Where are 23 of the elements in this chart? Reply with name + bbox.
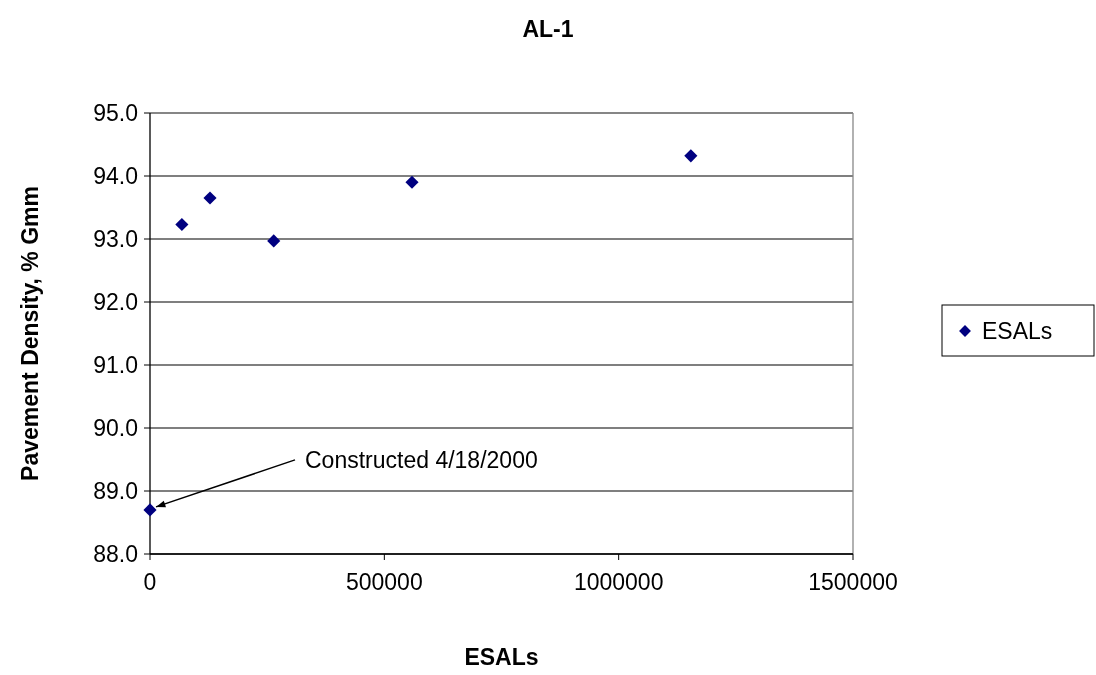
x-tick-label: 1500000 — [808, 569, 898, 595]
legend-label: ESALs — [982, 318, 1053, 345]
point — [203, 191, 217, 205]
x-tick-label: 500000 — [345, 569, 423, 595]
y-axis-title: Pavement Density, % Gmm — [17, 186, 43, 481]
x-axis-title: ESALs — [464, 644, 539, 670]
point — [684, 149, 698, 163]
point — [175, 217, 189, 232]
point — [143, 503, 157, 517]
annotation: Constructed 4/18/2000 — [305, 446, 538, 473]
y-tick-label: 95.0 — [93, 100, 138, 127]
point — [405, 175, 419, 189]
y-tick-label: 92.0 — [93, 289, 138, 316]
x-tick-label: 1000000 — [573, 569, 664, 595]
chart-title: AL-1 — [522, 16, 574, 42]
y-tick-label: 90.0 — [93, 415, 138, 442]
y-tick-label: 91.0 — [93, 352, 138, 379]
y-tick-label: 89.0 — [93, 478, 138, 505]
y-tick-label: 93.0 — [93, 226, 138, 253]
y-tick-label: 94.0 — [93, 163, 138, 190]
x-tick-label: 0 — [143, 569, 157, 595]
y-tick-label: 88.0 — [93, 541, 138, 568]
point — [267, 234, 281, 248]
